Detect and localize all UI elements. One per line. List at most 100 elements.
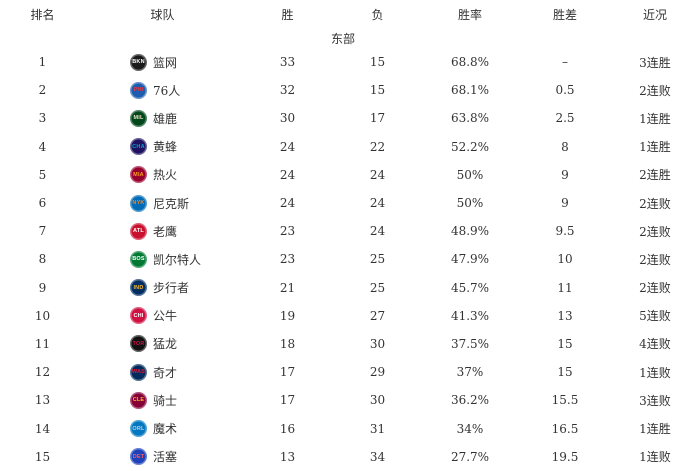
wins-value: 24 xyxy=(279,167,296,182)
team-cell[interactable]: TOR 猛龙 xyxy=(85,335,240,353)
rank-value: 14 xyxy=(34,421,51,436)
games-behind-value: 9.5 xyxy=(555,224,575,239)
team-name: 奇才 xyxy=(153,365,178,380)
team-logo-tor-icon: TOR xyxy=(130,335,147,353)
win-pct-value: 48.9% xyxy=(450,224,490,239)
standings-row: 8 BOS 凯尔特人 23 25 47.9% 10 2连败 xyxy=(0,245,700,273)
header-team: 球队 xyxy=(150,7,175,22)
wins-value: 17 xyxy=(279,365,296,380)
win-pct-value: 50% xyxy=(456,167,484,182)
standings-row: 10 CHI 公牛 19 27 41.3% 13 5连败 xyxy=(0,302,700,330)
win-pct-value: 34% xyxy=(456,421,484,436)
streak-value: 2连败 xyxy=(639,281,671,296)
team-name: 尼克斯 xyxy=(153,196,190,211)
games-behind-value: 16.5 xyxy=(551,421,579,436)
streak-value: 2连败 xyxy=(639,224,671,239)
team-logo-ind-icon: IND xyxy=(130,279,147,297)
wins-value: 24 xyxy=(279,139,296,154)
streak-value: 1连败 xyxy=(639,450,671,465)
streak-value: 1连胜 xyxy=(639,422,671,437)
header-streak: 近况 xyxy=(642,7,667,22)
team-cell[interactable]: IND 步行者 xyxy=(85,279,240,297)
team-cell[interactable]: CLE 骑士 xyxy=(85,391,240,409)
win-pct-value: 68.1% xyxy=(450,83,490,98)
team-logo-mil-icon: MIL xyxy=(130,109,147,127)
losses-value: 30 xyxy=(369,336,386,351)
team-cell[interactable]: NYK 尼克斯 xyxy=(85,194,240,212)
rank-value: 8 xyxy=(38,252,47,267)
team-cell[interactable]: WAS 奇才 xyxy=(85,363,240,381)
win-pct-value: 41.3% xyxy=(450,308,490,323)
team-cell[interactable]: PHI 76人 xyxy=(85,81,240,99)
wins-value: 33 xyxy=(279,55,296,70)
losses-value: 29 xyxy=(369,365,386,380)
team-cell[interactable]: ATL 老鹰 xyxy=(85,222,240,240)
standings-row: 4 CHA 黄蜂 24 22 52.2% 8 1连胜 xyxy=(0,133,700,161)
wins-value: 19 xyxy=(279,308,296,323)
team-logo-bos-icon: BOS xyxy=(130,250,147,268)
games-behind-value: 11 xyxy=(557,280,573,295)
standings-row: 6 NYK 尼克斯 24 24 50% 9 2连败 xyxy=(0,189,700,217)
games-behind-value: 15 xyxy=(557,365,573,380)
losses-value: 31 xyxy=(369,421,386,436)
standings-row: 2 PHI 76人 32 15 68.1% 0.5 2连败 xyxy=(0,76,700,104)
team-cell[interactable]: BKN 篮网 xyxy=(85,53,240,71)
losses-value: 30 xyxy=(369,393,386,408)
rank-value: 15 xyxy=(34,449,51,464)
wins-value: 30 xyxy=(279,111,296,126)
wins-value: 18 xyxy=(279,336,296,351)
streak-value: 3连胜 xyxy=(639,55,671,70)
team-cell[interactable]: MIL 雄鹿 xyxy=(85,109,240,127)
header-games-behind: 胜差 xyxy=(552,7,577,22)
losses-value: 17 xyxy=(369,111,386,126)
win-pct-value: 50% xyxy=(456,196,484,211)
standings-row: 7 ATL 老鹰 23 24 48.9% 9.5 2连败 xyxy=(0,217,700,245)
team-cell[interactable]: CHI 公牛 xyxy=(85,307,240,325)
games-behind-value: 10 xyxy=(557,252,573,267)
streak-value: 3连败 xyxy=(639,393,671,408)
team-cell[interactable]: CHA 黄蜂 xyxy=(85,138,240,156)
streak-value: 2连胜 xyxy=(639,168,671,183)
team-logo-phi-icon: PHI xyxy=(130,81,147,99)
team-logo-nyk-icon: NYK xyxy=(130,194,147,212)
rank-value: 12 xyxy=(34,365,51,380)
win-pct-value: 36.2% xyxy=(450,393,490,408)
team-cell[interactable]: ORL 魔术 xyxy=(85,420,240,438)
team-name: 骑士 xyxy=(153,393,178,408)
team-cell[interactable]: DET 活塞 xyxy=(85,448,240,466)
team-cell[interactable]: BOS 凯尔特人 xyxy=(85,250,240,268)
games-behind-value: 15.5 xyxy=(551,393,579,408)
rank-value: 13 xyxy=(34,393,51,408)
conference-section-row: 东部 xyxy=(0,28,700,48)
rank-value: 10 xyxy=(34,308,51,323)
rank-value: 5 xyxy=(38,167,47,182)
games-behind-value: 13 xyxy=(557,308,573,323)
losses-value: 15 xyxy=(369,83,386,98)
standings-row: 12 WAS 奇才 17 29 37% 15 1连败 xyxy=(0,358,700,386)
team-cell[interactable]: MIA 热火 xyxy=(85,166,240,184)
standings-row: 3 MIL 雄鹿 30 17 63.8% 2.5 1连胜 xyxy=(0,104,700,132)
rank-value: 4 xyxy=(38,139,47,154)
team-logo-atl-icon: ATL xyxy=(130,222,147,240)
team-logo-orl-icon: ORL xyxy=(130,420,147,438)
standings-row: 15 DET 活塞 13 34 27.7% 19.5 1连败 xyxy=(0,443,700,471)
games-behind-value: 15 xyxy=(557,336,573,351)
games-behind-value: 2.5 xyxy=(555,111,575,126)
games-behind-value: 0.5 xyxy=(555,83,575,98)
wins-value: 32 xyxy=(279,83,296,98)
team-logo-bkn-icon: BKN xyxy=(130,53,147,71)
wins-value: 23 xyxy=(279,252,296,267)
streak-value: 2连败 xyxy=(639,83,671,98)
team-name: 凯尔特人 xyxy=(153,252,202,267)
standings-row: 14 ORL 魔术 16 31 34% 16.5 1连胜 xyxy=(0,414,700,442)
losses-value: 27 xyxy=(369,308,386,323)
streak-value: 1连胜 xyxy=(639,111,671,126)
rank-value: 9 xyxy=(38,280,47,295)
games-behind-value: 9 xyxy=(561,167,569,182)
streak-value: 4连败 xyxy=(639,337,671,352)
wins-value: 16 xyxy=(279,421,296,436)
header-wins: 胜 xyxy=(281,7,294,22)
win-pct-value: 63.8% xyxy=(450,111,490,126)
win-pct-value: 68.8% xyxy=(450,55,490,70)
